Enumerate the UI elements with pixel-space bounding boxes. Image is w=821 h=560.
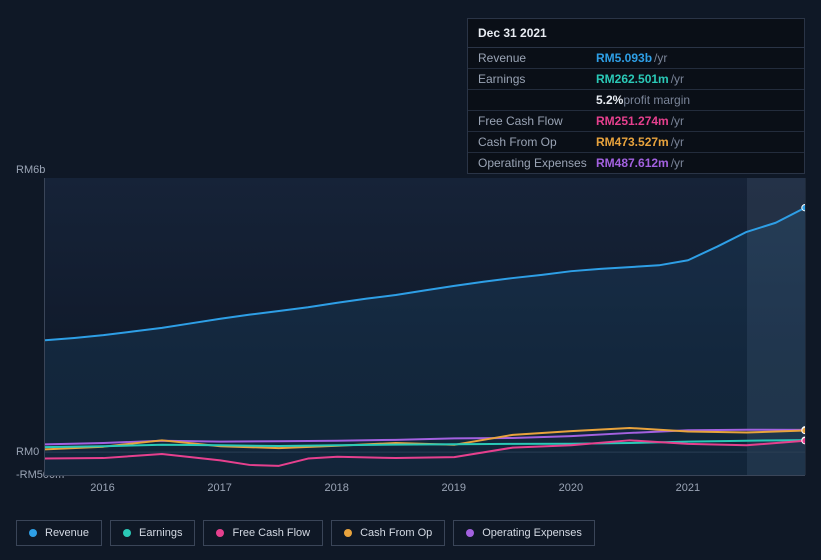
y-axis-label-top: RM6b bbox=[16, 164, 18, 176]
tooltip-row: EarningsRM262.501m/yr bbox=[468, 69, 804, 90]
tooltip-date: Dec 31 2021 bbox=[468, 19, 804, 48]
tooltip-row-unit: /yr bbox=[671, 156, 684, 170]
tooltip-row: RevenueRM5.093b/yr bbox=[468, 48, 804, 69]
legend-item[interactable]: Earnings bbox=[110, 520, 195, 546]
y-axis-label-zero: RM0 bbox=[16, 446, 18, 458]
tooltip-rows: RevenueRM5.093b/yrEarningsRM262.501m/yr5… bbox=[468, 48, 804, 173]
tooltip-row-label: Free Cash Flow bbox=[478, 114, 596, 128]
tooltip-row-label: Revenue bbox=[478, 51, 596, 65]
chart-lines bbox=[45, 178, 805, 475]
tooltip-row-value: RM473.527m bbox=[596, 135, 669, 149]
tooltip-row: Operating ExpensesRM487.612m/yr bbox=[468, 153, 804, 173]
legend-label: Free Cash Flow bbox=[232, 527, 310, 539]
chart-tooltip: Dec 31 2021 RevenueRM5.093b/yrEarningsRM… bbox=[467, 18, 805, 174]
tooltip-row-label: Cash From Op bbox=[478, 135, 596, 149]
x-axis-tick: 2020 bbox=[559, 482, 583, 494]
x-axis-tick: 2016 bbox=[90, 482, 114, 494]
x-axis-tick: 2019 bbox=[442, 482, 466, 494]
tooltip-row-unit: /yr bbox=[671, 114, 684, 128]
legend-item[interactable]: Free Cash Flow bbox=[203, 520, 323, 546]
series-marker bbox=[802, 437, 805, 443]
x-axis-tick: 2021 bbox=[676, 482, 700, 494]
tooltip-row-value: RM251.274m bbox=[596, 114, 669, 128]
tooltip-row: Cash From OpRM473.527m/yr bbox=[468, 132, 804, 153]
x-axis-tick: 2017 bbox=[207, 482, 231, 494]
tooltip-row-value: 5.2% bbox=[596, 93, 623, 107]
tooltip-row-note: profit margin bbox=[623, 93, 690, 107]
legend-label: Operating Expenses bbox=[482, 527, 582, 539]
tooltip-row-unit: /yr bbox=[671, 135, 684, 149]
legend: Revenue Earnings Free Cash Flow Cash From O… bbox=[16, 520, 595, 546]
tooltip-row-label: Operating Expenses bbox=[478, 156, 596, 170]
legend-swatch bbox=[29, 529, 37, 537]
x-axis-labels: 2016 2017 2018 2019 2020 2021 bbox=[44, 482, 805, 500]
tooltip-row-value: RM5.093b bbox=[596, 51, 652, 65]
y-axis-label-bottom: -RM500m bbox=[16, 469, 18, 481]
series-marker bbox=[802, 205, 805, 211]
legend-label: Revenue bbox=[45, 527, 89, 539]
legend-swatch bbox=[344, 529, 352, 537]
legend-label: Earnings bbox=[139, 527, 182, 539]
legend-swatch bbox=[216, 529, 224, 537]
tooltip-row-label: Earnings bbox=[478, 72, 596, 86]
tooltip-row-label bbox=[478, 93, 596, 107]
tooltip-row-unit: /yr bbox=[671, 72, 684, 86]
x-axis-tick: 2018 bbox=[324, 482, 348, 494]
legend-label: Cash From Op bbox=[360, 527, 432, 539]
legend-swatch bbox=[123, 529, 131, 537]
tooltip-row-unit: /yr bbox=[654, 51, 667, 65]
tooltip-row: Free Cash FlowRM251.274m/yr bbox=[468, 111, 804, 132]
chart-plot-area[interactable] bbox=[44, 178, 805, 476]
tooltip-row: 5.2% profit margin bbox=[468, 90, 804, 111]
chart: RM6b RM0 -RM500m 2016 2017 2018 2019 2020 202… bbox=[16, 160, 805, 500]
tooltip-row-value: RM487.612m bbox=[596, 156, 669, 170]
tooltip-row-value: RM262.501m bbox=[596, 72, 669, 86]
series-marker bbox=[802, 427, 805, 433]
legend-item[interactable]: Revenue bbox=[16, 520, 102, 546]
legend-item[interactable]: Cash From Op bbox=[331, 520, 445, 546]
legend-item[interactable]: Operating Expenses bbox=[453, 520, 595, 546]
legend-swatch bbox=[466, 529, 474, 537]
